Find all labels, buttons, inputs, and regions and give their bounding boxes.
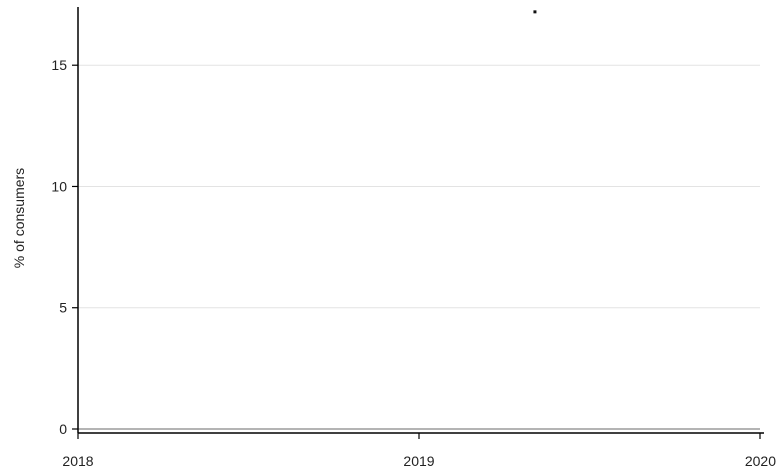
x-tick-label-2020: 2020 bbox=[745, 453, 776, 468]
x-axis-ticks: 2018 2019 2020 bbox=[62, 433, 776, 468]
y-axis-ticks: 0 5 10 15 bbox=[51, 57, 78, 437]
y-tick-label-5: 5 bbox=[59, 300, 67, 316]
x-tick-label-2018: 2018 bbox=[62, 453, 93, 468]
data-points bbox=[533, 10, 537, 14]
y-tick-label-15: 15 bbox=[51, 57, 67, 73]
gridlines bbox=[78, 64, 760, 309]
x-tick-label-2019: 2019 bbox=[403, 453, 434, 468]
y-axis-title: % of consumers bbox=[11, 168, 27, 268]
y-tick-label-0: 0 bbox=[59, 421, 67, 437]
data-point bbox=[533, 10, 537, 14]
y-tick-label-10: 10 bbox=[51, 178, 67, 194]
